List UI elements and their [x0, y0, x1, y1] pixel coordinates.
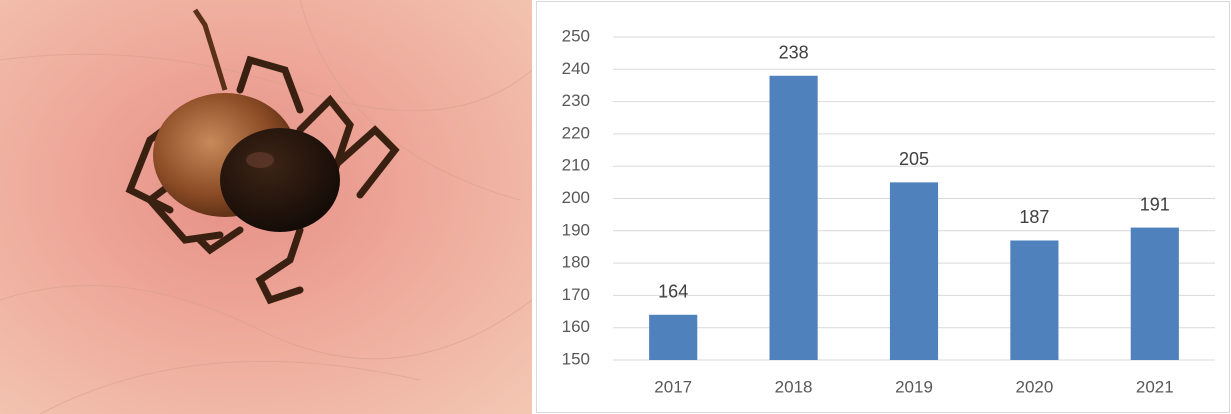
x-tick-label: 2017 [654, 377, 692, 396]
data-label: 238 [779, 43, 809, 63]
data-label: 164 [658, 282, 688, 302]
x-tick-label: 2019 [895, 377, 933, 396]
y-tick-label: 150 [562, 349, 590, 368]
x-tick-label: 2018 [775, 377, 813, 396]
bar [1010, 240, 1059, 360]
data-label: 187 [1019, 207, 1049, 227]
y-tick-label: 180 [562, 253, 590, 272]
data-label: 191 [1140, 194, 1170, 214]
x-tick-label: 2020 [1015, 377, 1053, 396]
y-tick-label: 160 [562, 317, 590, 336]
chart: 150 160 170 180 190 200 210 220 230 240 250 2017 164… [536, 1, 1230, 413]
y-tick-label: 220 [562, 123, 590, 142]
y-tick-label: 240 [562, 59, 590, 78]
y-tick-label: 170 [562, 285, 590, 304]
bar [1130, 227, 1179, 360]
y-tick-label: 250 [562, 26, 590, 45]
y-tick-label: 210 [562, 156, 590, 175]
data-label: 205 [899, 149, 929, 169]
x-tick-label: 2021 [1136, 377, 1174, 396]
bar [889, 182, 939, 360]
y-tick-label: 230 [562, 91, 590, 110]
y-tick-label: 190 [562, 220, 590, 239]
y-tick-label: 200 [562, 188, 590, 207]
bar [649, 314, 698, 360]
tick-photo [0, 0, 532, 414]
bar [769, 75, 818, 360]
chart-border [536, 1, 1230, 413]
